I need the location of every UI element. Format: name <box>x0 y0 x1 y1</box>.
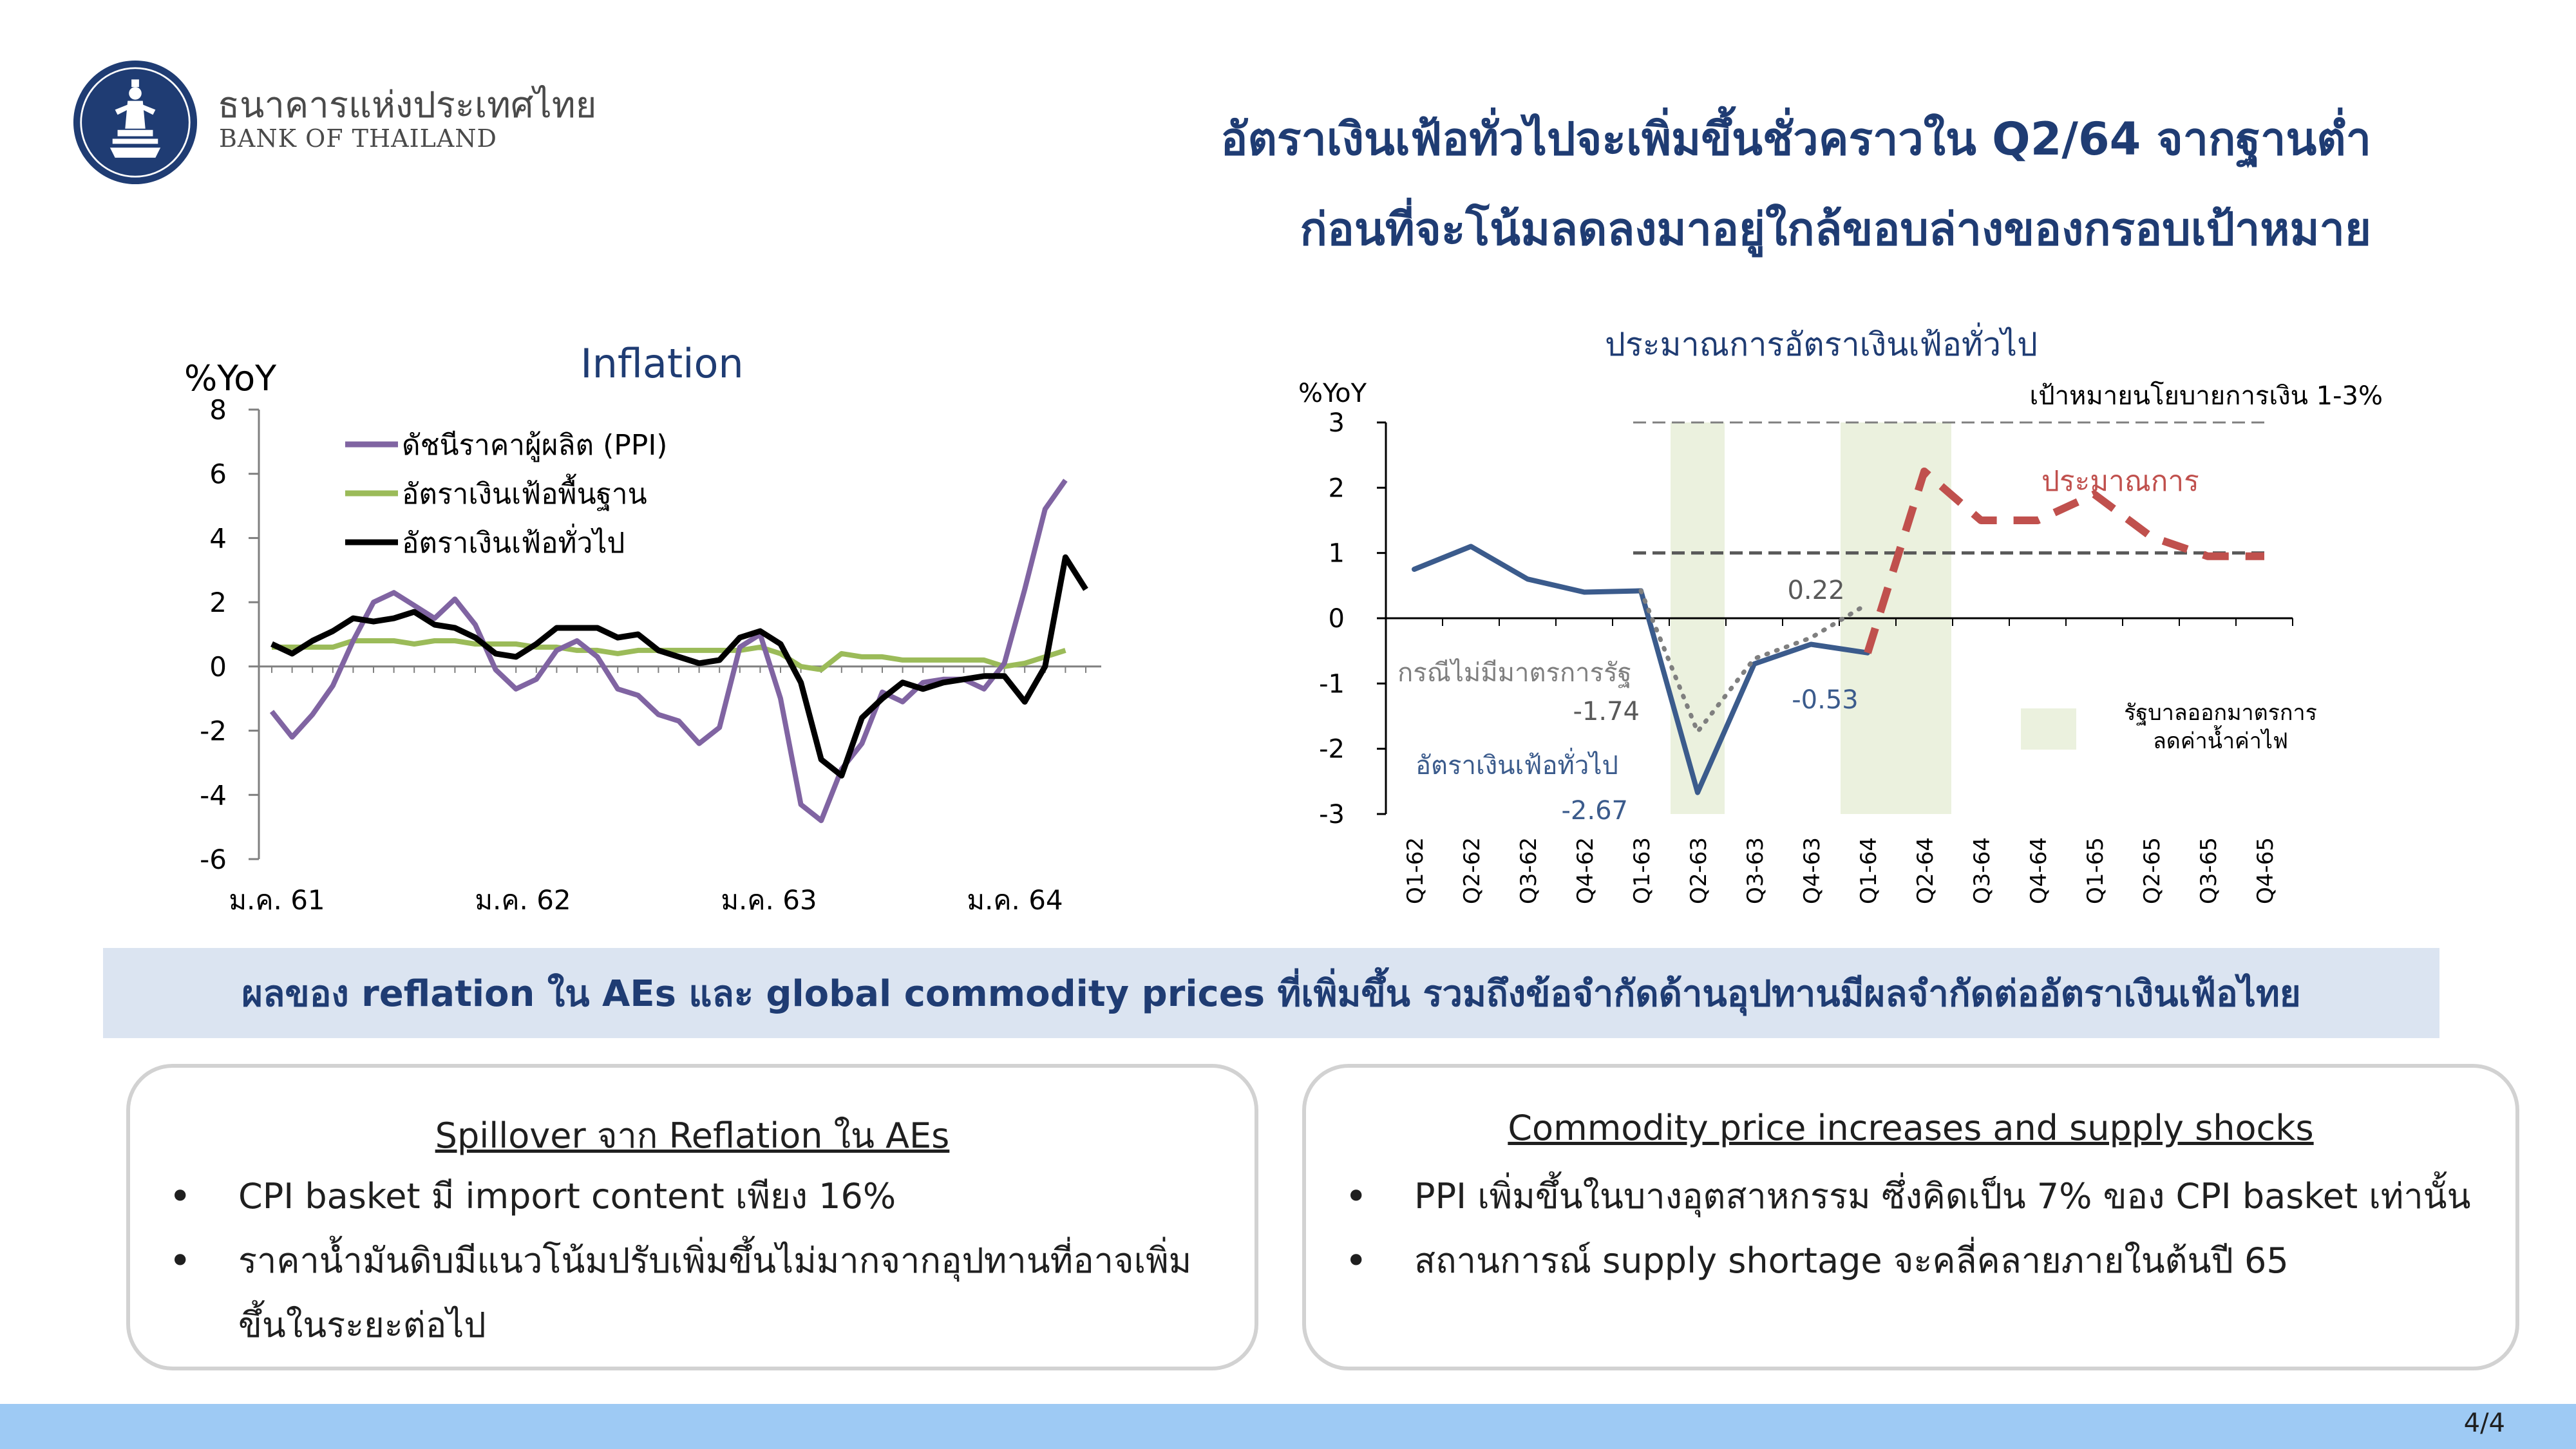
x-tick-label: Q1-63 <box>1629 837 1655 904</box>
shade-legend-label: รัฐบาลออกมาตรการ <box>2124 700 2317 726</box>
x-tick-label: Q4-65 <box>2253 837 2278 904</box>
commodity-bullet-list: PPI เพิ่มขึ้นในบางอุตสาหกรรม ซึ่งคิดเป็น… <box>1345 1164 2496 1293</box>
y-tick-label: 1 <box>1329 539 1345 569</box>
x-tick-label: ม.ค. 64 <box>967 884 1063 916</box>
x-tick-label: Q1-62 <box>1403 837 1428 904</box>
forecast-chart-title: ประมาณการอัตราเงินเฟ้อทั่วไป <box>1605 323 2038 363</box>
y-tick-label: -1 <box>1319 669 1345 699</box>
y-tick-label: 2 <box>1329 473 1345 503</box>
x-tick-label: Q3-63 <box>1743 837 1768 904</box>
spillover-bullet-list: CPI basket มี import content เพียง 16% ร… <box>169 1164 1235 1358</box>
series-line <box>270 554 1088 779</box>
inflation-chart-title: Inflation <box>580 340 743 387</box>
forecast-target-label: เป้าหมายนโยบายการเงิน 1-3% <box>2030 381 2383 411</box>
series-label: อัตราเงินเฟ้อทั่วไป <box>1416 748 1618 781</box>
series-line <box>269 478 1068 824</box>
series-line <box>272 638 1066 672</box>
bank-of-thailand-logo-icon <box>73 60 198 185</box>
x-tick-label: Q2-64 <box>1913 837 1938 904</box>
x-tick-label: Q1-65 <box>2083 837 2108 904</box>
x-tick-label: Q4-62 <box>1573 837 1598 904</box>
y-tick-label: 4 <box>209 522 227 554</box>
series-label: ประมาณการ <box>2041 465 2199 498</box>
y-tick-label: 0 <box>209 651 227 683</box>
x-tick-label: Q4-63 <box>1799 837 1825 904</box>
shade-legend-label: ลดค่าน้ำค่าไฟ <box>2153 725 2288 754</box>
legend-label: อัตราเงินเฟ้อพื้นฐาน <box>402 473 647 511</box>
x-tick-label: Q2-63 <box>1686 837 1712 904</box>
series-line <box>1864 468 2264 654</box>
y-tick-label: 8 <box>209 394 227 426</box>
x-tick-label: Q2-62 <box>1459 837 1485 904</box>
y-tick-label: 0 <box>1329 604 1345 634</box>
x-tick-label: Q1-64 <box>1856 837 1882 904</box>
spillover-box-heading: Spillover จาก Reflation ใน AEs <box>435 1115 950 1156</box>
x-tick-label: Q3-65 <box>2196 837 2222 904</box>
data-label: 0.22 <box>1787 576 1844 605</box>
y-tick-label: 6 <box>209 459 227 490</box>
page-title-line-1: อัตราเงินเฟ้อทั่วไปจะเพิ่มขึ้นชั่วคราวใน… <box>1220 113 2371 166</box>
page-number: 4/4 <box>2463 1408 2505 1438</box>
data-label: -0.53 <box>1792 685 1859 715</box>
x-tick-label: Q4-64 <box>2026 837 2052 904</box>
series-label: กรณีไม่มีมาตรการรัฐ <box>1397 658 1632 688</box>
footer-bar <box>0 1404 2576 1449</box>
series-line <box>1638 588 1870 734</box>
legend-label: อัตราเงินเฟ้อทั่วไป <box>402 523 625 560</box>
inflation-chart: Inflation %YoY 8 6 4 2 0 -2 -4 -6ม.ค. 61 ม.ค. 62… <box>184 340 1101 916</box>
x-tick-label: Q2-65 <box>2139 837 2165 904</box>
y-tick-label: -4 <box>200 779 227 811</box>
x-tick-label: ม.ค. 62 <box>475 884 571 916</box>
y-tick-label: -2 <box>1319 735 1345 764</box>
list-item: CPI basket มี import content เพียง 16% <box>169 1164 1235 1229</box>
y-tick-label: 3 <box>1329 408 1345 438</box>
list-item: สถานการณ์ supply shortage จะคลี่คลายภายใ… <box>1345 1229 2496 1293</box>
x-tick-label: ม.ค. 63 <box>721 884 817 916</box>
bank-name-thai: ธนาคารแห่งประเทศไทย <box>218 84 597 126</box>
x-tick-label: Q3-64 <box>1969 837 1995 904</box>
x-tick-label: Q3-62 <box>1516 837 1542 904</box>
forecast-chart-y-axis-label: %YoY <box>1298 379 1367 408</box>
data-label: -2.67 <box>1562 796 1629 826</box>
legend-label: ดัชนีราคาผู้ผลิต (PPI) <box>402 429 667 462</box>
y-tick-label: -2 <box>200 715 227 747</box>
inflation-chart-y-axis-label: %YoY <box>184 358 277 399</box>
y-tick-label: -3 <box>1319 800 1345 829</box>
shade-legend-swatch <box>2021 708 2076 750</box>
commodity-supply-box: Commodity price increases and supply sho… <box>1302 1064 2519 1370</box>
x-tick-label: ม.ค. 61 <box>229 884 325 916</box>
list-item: ราคาน้ำมันดิบมีแนวโน้มปรับเพิ่มขึ้นไม่มา… <box>169 1229 1235 1358</box>
spillover-reflation-box: Spillover จาก Reflation ใน AEs CPI baske… <box>126 1064 1258 1370</box>
inflation-forecast-chart: ประมาณการอัตราเงินเฟ้อทั่วไป %YoY เป้าหม… <box>1298 323 2383 904</box>
page-title-line-2: ก่อนที่จะโน้มลดลงมาอยู่ใกล้ขอบล่างของกรอ… <box>1300 203 2371 256</box>
y-tick-label: 2 <box>209 587 227 618</box>
summary-banner: ผลของ reflation ใน AEs และ global commod… <box>103 948 2439 1038</box>
list-item: PPI เพิ่มขึ้นในบางอุตสาหกรรม ซึ่งคิดเป็น… <box>1345 1164 2496 1229</box>
commodity-box-heading: Commodity price increases and supply sho… <box>1508 1108 2314 1148</box>
data-label: -1.74 <box>1573 697 1640 726</box>
y-tick-label: -6 <box>200 844 227 875</box>
bank-name-english: BANK OF THAILAND <box>219 124 498 153</box>
